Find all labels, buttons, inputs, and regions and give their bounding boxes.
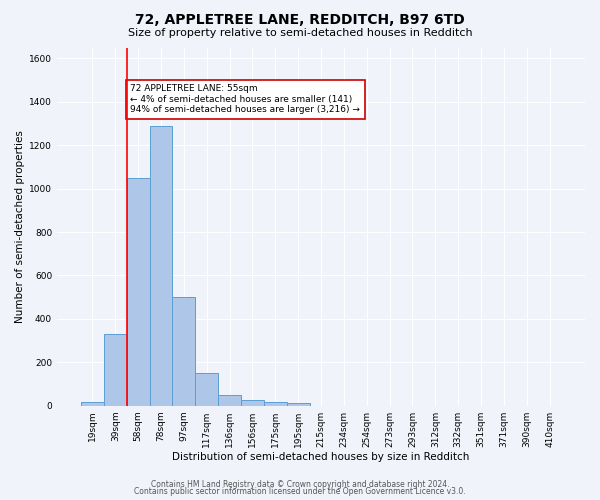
Text: 72 APPLETREE LANE: 55sqm
← 4% of semi-detached houses are smaller (141)
94% of s: 72 APPLETREE LANE: 55sqm ← 4% of semi-de…: [130, 84, 360, 114]
Text: 72, APPLETREE LANE, REDDITCH, B97 6TD: 72, APPLETREE LANE, REDDITCH, B97 6TD: [135, 12, 465, 26]
Text: Contains public sector information licensed under the Open Government Licence v3: Contains public sector information licen…: [134, 487, 466, 496]
Text: Size of property relative to semi-detached houses in Redditch: Size of property relative to semi-detach…: [128, 28, 472, 38]
Text: Contains HM Land Registry data © Crown copyright and database right 2024.: Contains HM Land Registry data © Crown c…: [151, 480, 449, 489]
Bar: [264, 402, 287, 406]
Bar: [287, 403, 310, 406]
Bar: [218, 395, 241, 406]
Bar: [196, 372, 218, 406]
Y-axis label: Number of semi-detached properties: Number of semi-detached properties: [15, 130, 25, 323]
Bar: [241, 400, 264, 406]
Bar: [127, 178, 149, 406]
Bar: [81, 402, 104, 406]
Bar: [172, 297, 196, 406]
X-axis label: Distribution of semi-detached houses by size in Redditch: Distribution of semi-detached houses by …: [172, 452, 470, 462]
Bar: [104, 334, 127, 406]
Bar: [149, 126, 172, 406]
